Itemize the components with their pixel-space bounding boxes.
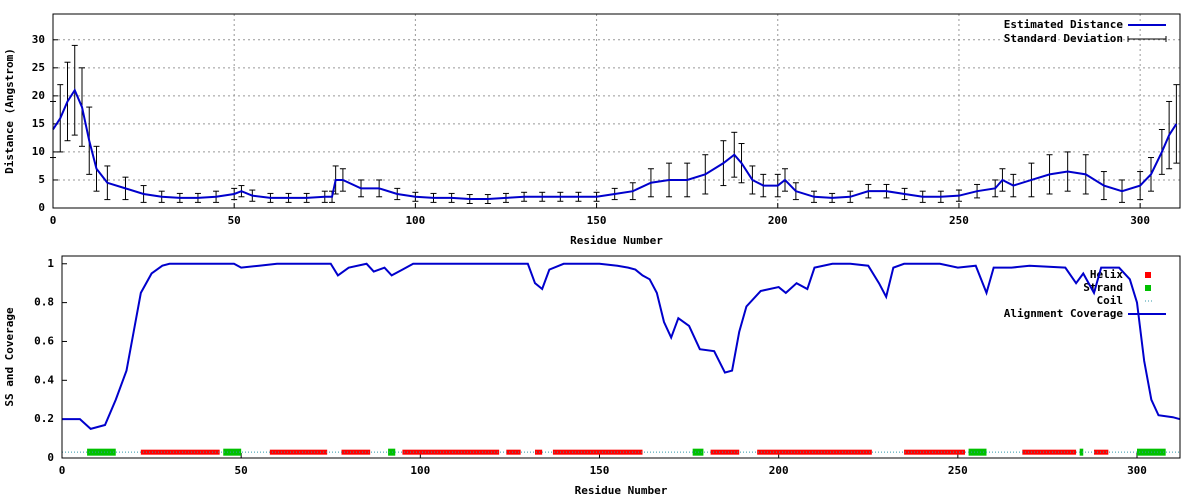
ss-band: [402, 449, 500, 455]
y-tick-label: 0.4: [34, 373, 54, 386]
y-tick-label: 0: [38, 201, 45, 214]
ss-band: [552, 449, 643, 455]
ss-band: [140, 449, 220, 455]
ss-band: [341, 449, 371, 455]
x-tick-label: 200: [769, 464, 789, 477]
ss-band: [223, 448, 242, 456]
x-axis-label: Residue Number: [575, 484, 668, 497]
legend-label: Standard Deviation: [1004, 32, 1123, 45]
ss-band: [1079, 448, 1084, 456]
ss-band: [757, 449, 872, 455]
y-axis-label: Distance (Angstrom): [3, 48, 16, 174]
y-tick-label: 25: [32, 61, 45, 74]
y-tick-label: 0.8: [34, 296, 54, 309]
ss-band: [535, 449, 543, 455]
x-tick-label: 150: [590, 464, 610, 477]
ss-band: [904, 449, 965, 455]
y-tick-label: 10: [32, 145, 45, 158]
plot-frame: [52, 13, 1181, 209]
y-tick-label: 0.2: [34, 412, 54, 425]
y-tick-label: 15: [32, 117, 45, 130]
y-axis-label: SS and Coverage: [3, 307, 16, 407]
y-tick-label: 20: [32, 89, 45, 102]
ss-band: [388, 448, 396, 456]
legend-swatch: [1145, 272, 1151, 278]
y-tick-label: 0.6: [34, 334, 54, 347]
y-tick-label: 5: [38, 173, 45, 186]
x-tick-label: 50: [228, 214, 241, 227]
plot-frame: [61, 255, 1181, 459]
x-tick-label: 50: [235, 464, 248, 477]
legend-label: Estimated Distance: [1004, 18, 1124, 31]
x-tick-label: 300: [1127, 464, 1147, 477]
ss-band: [1094, 449, 1109, 455]
y-tick-label: 0: [47, 451, 54, 464]
ss-band: [506, 449, 521, 455]
y-tick-label: 30: [32, 33, 45, 46]
x-tick-label: 250: [949, 214, 969, 227]
legend-swatch: [1145, 285, 1151, 291]
legend-label: Alignment Coverage: [1004, 307, 1124, 320]
ss-band: [710, 449, 740, 455]
legend-label: Helix: [1090, 268, 1123, 281]
series-line: [52, 88, 1178, 201]
x-tick-label: 150: [587, 214, 607, 227]
x-tick-label: 100: [405, 214, 425, 227]
x-tick-label: 100: [410, 464, 430, 477]
ss-band: [269, 449, 328, 455]
x-tick-label: 250: [948, 464, 968, 477]
legend-label: Coil: [1097, 294, 1124, 307]
y-tick-label: 1: [47, 257, 54, 270]
x-tick-label: 0: [59, 464, 66, 477]
x-axis-label: Residue Number: [570, 234, 663, 247]
x-tick-label: 200: [768, 214, 788, 227]
x-tick-label: 300: [1130, 214, 1150, 227]
series-line: [62, 262, 1181, 430]
x-tick-label: 0: [50, 214, 57, 227]
